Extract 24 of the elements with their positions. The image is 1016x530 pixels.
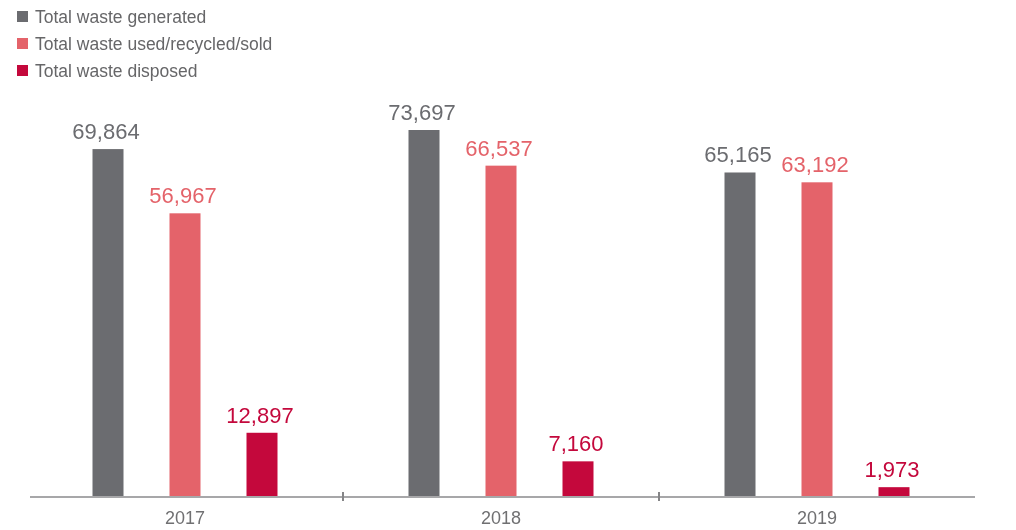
x-tick-label: 2017 xyxy=(164,508,206,528)
data-label: 69,864 xyxy=(72,119,140,145)
bar xyxy=(169,213,201,497)
bar xyxy=(801,182,833,497)
data-label: 73,697 xyxy=(388,100,456,125)
legend-label: Total waste disposed xyxy=(35,61,198,81)
bar xyxy=(485,165,517,497)
legend-label: Total waste generated xyxy=(35,7,207,27)
data-label: 66,537 xyxy=(465,135,533,161)
bar xyxy=(92,149,124,497)
legend-label: Total waste used/recycled/sold xyxy=(35,34,273,54)
x-tick-label: 2018 xyxy=(480,508,522,528)
bar xyxy=(724,172,756,497)
bar xyxy=(246,432,278,497)
bar xyxy=(408,130,440,497)
bar xyxy=(562,461,594,497)
x-tick-label: 2019 xyxy=(796,508,838,528)
data-label: 56,967 xyxy=(149,183,217,209)
bar xyxy=(878,487,910,497)
data-label: 63,192 xyxy=(781,152,849,178)
data-label: 12,897 xyxy=(226,402,294,428)
data-label: 1,973 xyxy=(864,457,920,483)
data-label: 65,165 xyxy=(704,142,772,168)
data-label: 7,160 xyxy=(548,431,604,457)
